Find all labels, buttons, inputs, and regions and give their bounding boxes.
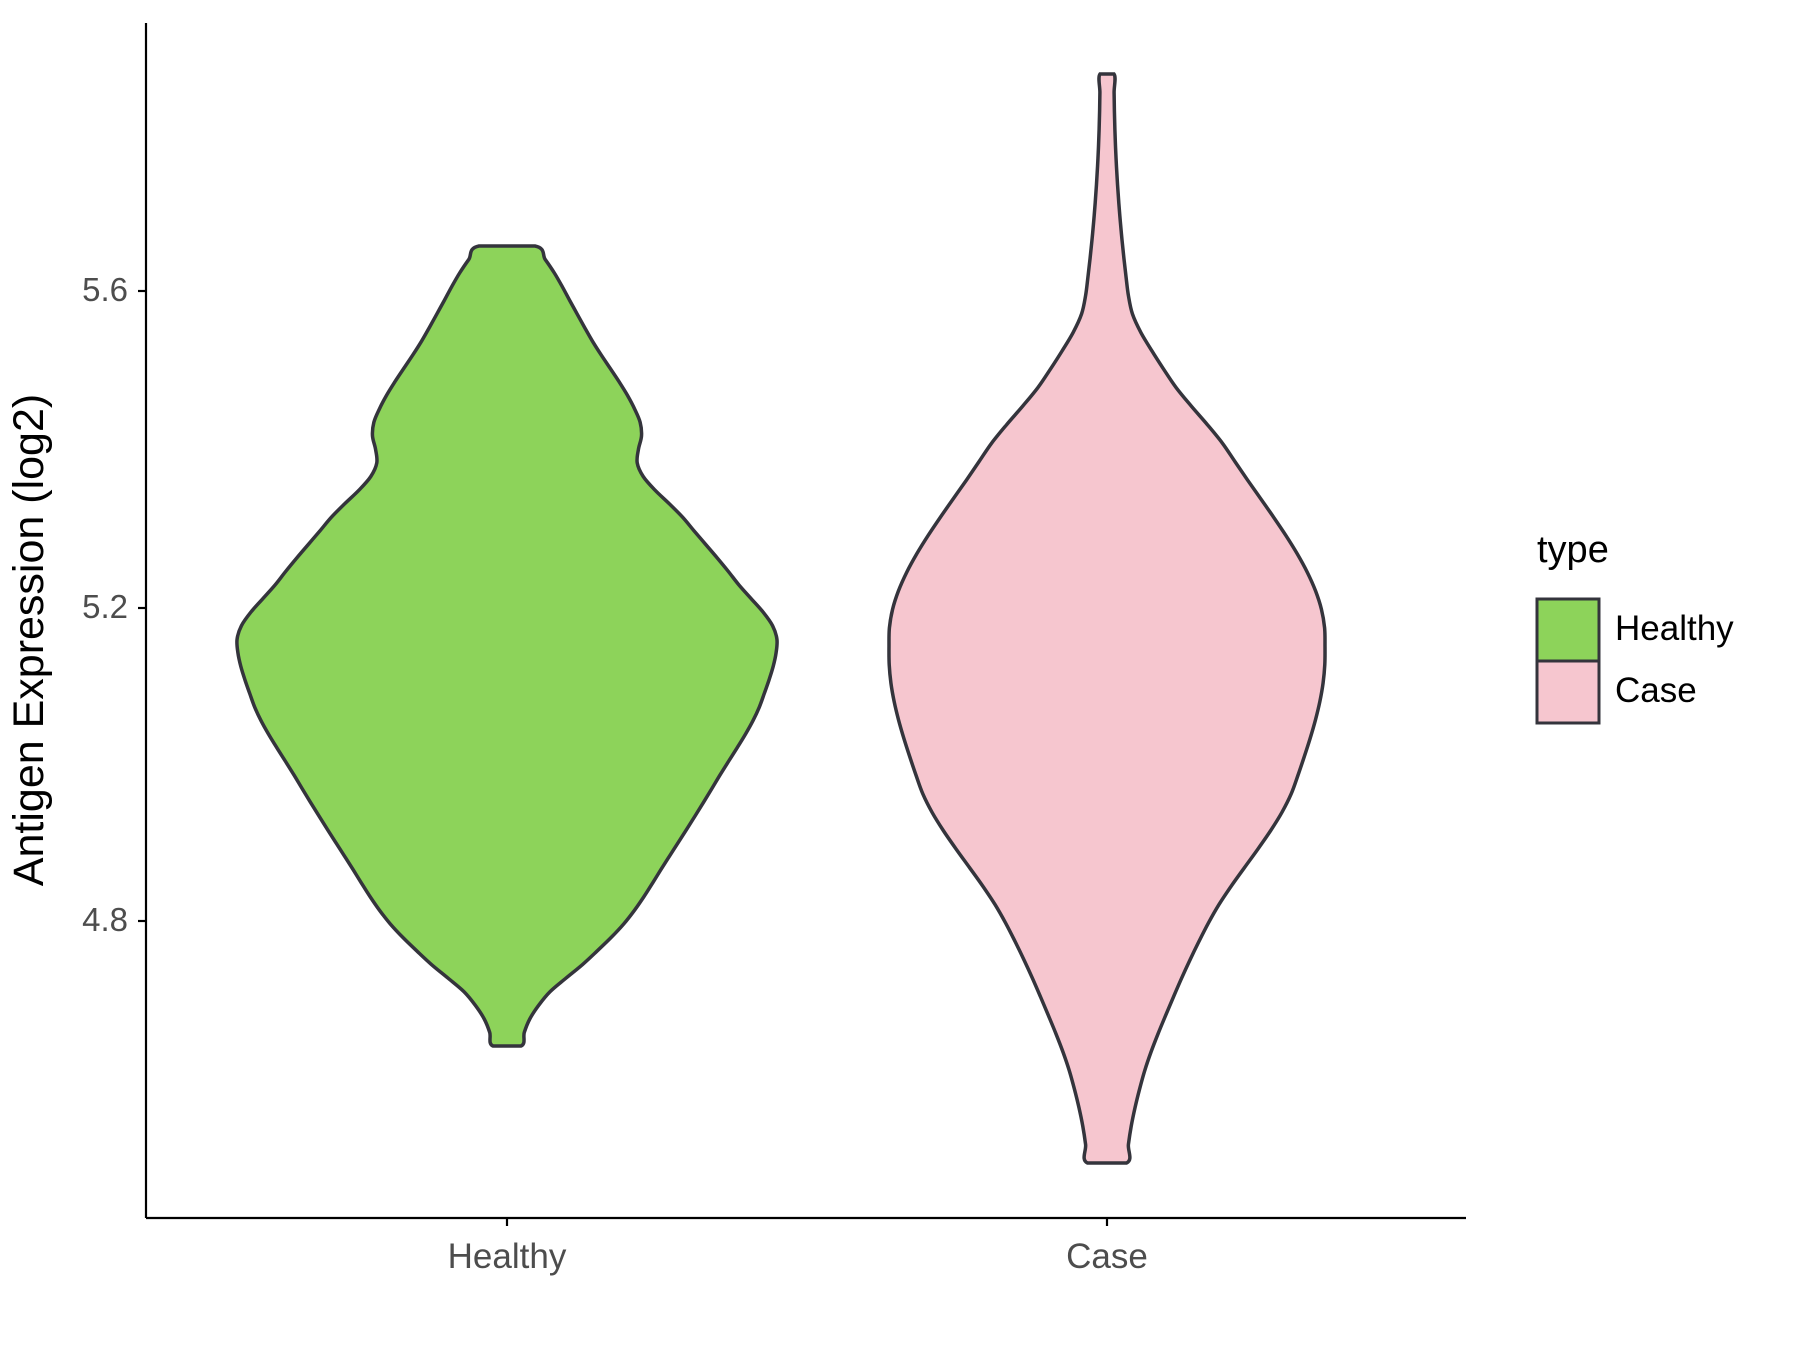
- svg-text:Case: Case: [1066, 1237, 1148, 1276]
- svg-text:Case: Case: [1615, 671, 1697, 710]
- svg-text:Healthy: Healthy: [448, 1237, 567, 1276]
- svg-text:Antigen Expression (log2): Antigen Expression (log2): [5, 394, 53, 886]
- svg-text:5.6: 5.6: [82, 271, 128, 308]
- svg-text:4.8: 4.8: [82, 901, 128, 938]
- svg-text:Healthy: Healthy: [1615, 609, 1734, 648]
- svg-text:type: type: [1537, 529, 1609, 571]
- svg-text:5.2: 5.2: [82, 588, 128, 625]
